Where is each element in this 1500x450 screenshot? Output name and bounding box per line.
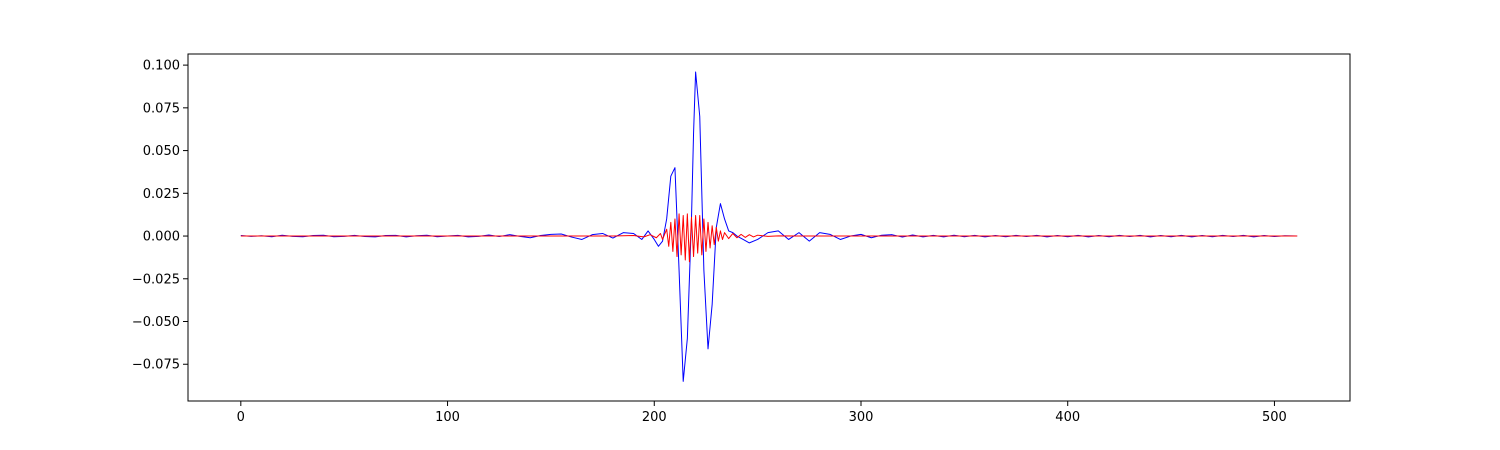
- y-tick-label: 0.050: [143, 144, 180, 159]
- y-tick-label: 0.000: [143, 230, 180, 245]
- x-tick-label: 100: [435, 410, 460, 425]
- y-tick-label: 0.100: [143, 59, 180, 74]
- y-tick-label: −0.025: [132, 272, 180, 287]
- x-axis: 0 100 200 300 400 500: [237, 401, 1287, 425]
- y-tick-label: −0.075: [132, 358, 180, 373]
- x-tick-label: 0: [237, 410, 245, 425]
- y-tick-label: 0.075: [143, 101, 180, 116]
- y-tick-label: 0.025: [143, 187, 180, 202]
- x-tick-label: 200: [642, 410, 667, 425]
- y-axis: 0.100 0.075 0.050 0.025 0.000 −0.025 −0.050 −0.…: [132, 59, 188, 373]
- series-line-1: [240, 213, 1298, 263]
- y-tick-label: −0.050: [132, 315, 180, 330]
- x-tick-label: 400: [1055, 410, 1080, 425]
- plot-frame: [187, 53, 1351, 402]
- x-tick-label: 300: [849, 410, 874, 425]
- x-tick-label: 500: [1262, 410, 1287, 425]
- series-layer: [240, 71, 1298, 382]
